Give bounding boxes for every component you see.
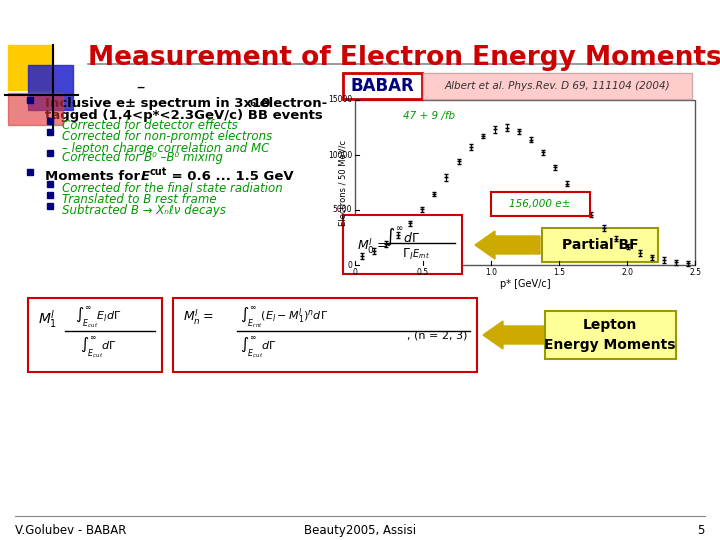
Text: $\int_{}^{\infty} d\Gamma$: $\int_{}^{\infty} d\Gamma$ [385, 225, 420, 247]
FancyBboxPatch shape [491, 192, 590, 215]
Text: Partial BF: Partial BF [562, 238, 639, 252]
Text: 0: 0 [353, 268, 357, 277]
Text: E: E [141, 170, 150, 183]
Text: Measurement of Electron Energy Moments: Measurement of Electron Energy Moments [88, 45, 720, 71]
FancyBboxPatch shape [343, 215, 462, 274]
Text: $\int_{E_{cut}}^{\infty} d\Gamma$: $\int_{E_{cut}}^{\infty} d\Gamma$ [240, 335, 277, 360]
FancyBboxPatch shape [343, 73, 422, 99]
FancyArrow shape [483, 321, 548, 349]
Text: 47 + 9 /fb: 47 + 9 /fb [402, 111, 455, 122]
FancyBboxPatch shape [28, 298, 162, 372]
Text: p* [GeV/c]: p* [GeV/c] [500, 279, 550, 289]
Text: Corrected for non-prompt electrons: Corrected for non-prompt electrons [62, 130, 272, 143]
Text: Beauty2005, Assisi: Beauty2005, Assisi [304, 524, 416, 537]
Text: 2.5: 2.5 [689, 268, 701, 277]
Text: 1.0: 1.0 [485, 268, 497, 277]
Text: $\int_{E_{rnt}}^{\infty} (E_l - M_1^l)^n d\Gamma$: $\int_{E_{rnt}}^{\infty} (E_l - M_1^l)^n… [240, 305, 328, 330]
Text: $M_n^{l} =$: $M_n^{l} =$ [183, 308, 213, 327]
Text: $M_0^l =$: $M_0^l =$ [357, 237, 387, 256]
Bar [355, 100, 695, 265]
Text: $\int_{E_{cut}}^{\infty} E_l d\Gamma$: $\int_{E_{cut}}^{\infty} E_l d\Gamma$ [75, 305, 122, 330]
Text: 5000: 5000 [333, 206, 352, 214]
Text: Translated to B rest frame: Translated to B rest frame [62, 193, 217, 206]
Text: –: – [136, 78, 144, 96]
FancyBboxPatch shape [545, 311, 676, 359]
Text: Subtracted B → Xₙℓν decays: Subtracted B → Xₙℓν decays [62, 204, 226, 217]
Text: 1.5: 1.5 [553, 268, 565, 277]
Text: 0.5: 0.5 [417, 268, 429, 277]
Text: $E_{rnt}$: $E_{rnt}$ [413, 247, 431, 261]
Text: BABAR: BABAR [350, 77, 414, 95]
FancyArrow shape [475, 231, 540, 259]
Text: Lepton
Energy Moments: Lepton Energy Moments [544, 318, 676, 352]
Text: tagged (1.4<p*<2.3GeV/c) BB events: tagged (1.4<p*<2.3GeV/c) BB events [45, 109, 323, 122]
Text: V.Golubev - BABAR: V.Golubev - BABAR [15, 524, 127, 537]
Text: 0: 0 [347, 260, 352, 269]
Bar [8, 93, 63, 125]
Text: $\int_{E_{cut}}^{\infty} d\Gamma$: $\int_{E_{cut}}^{\infty} d\Gamma$ [80, 335, 117, 360]
FancyBboxPatch shape [173, 298, 477, 372]
Text: 2.0: 2.0 [621, 268, 633, 277]
Text: Corrected for B⁰ –B⁰ mixing: Corrected for B⁰ –B⁰ mixing [62, 151, 223, 164]
FancyBboxPatch shape [423, 73, 692, 99]
Text: Inclusive e± spectrum in 3x10: Inclusive e± spectrum in 3x10 [45, 97, 271, 110]
Text: 6: 6 [249, 99, 256, 108]
Text: – lepton charge correlation and MC: – lepton charge correlation and MC [62, 142, 269, 155]
Text: 156,000 e±: 156,000 e± [509, 199, 570, 208]
Text: $M_1^l$: $M_1^l$ [38, 308, 57, 330]
Text: Albert et al. Phys.Rev. D 69, 111104 (2004): Albert et al. Phys.Rev. D 69, 111104 (20… [444, 81, 670, 91]
FancyBboxPatch shape [542, 228, 658, 262]
Text: 10000: 10000 [328, 151, 352, 159]
Text: 5: 5 [698, 524, 705, 537]
Text: electron-: electron- [255, 97, 328, 110]
Text: Corrected for detector effects: Corrected for detector effects [62, 119, 238, 132]
Text: 15000: 15000 [328, 96, 352, 105]
Text: cut: cut [150, 167, 167, 177]
Text: Electrons / 50 MeV/c: Electrons / 50 MeV/c [338, 139, 347, 226]
Bar [28, 65, 73, 110]
Text: $\Gamma_l$: $\Gamma_l$ [402, 247, 413, 262]
Text: Moments for: Moments for [45, 170, 145, 183]
Text: Corrected for the final state radiation: Corrected for the final state radiation [62, 182, 283, 195]
Text: , (n = 2, 3): , (n = 2, 3) [407, 331, 467, 341]
Text: = 0.6 ... 1.5 GeV: = 0.6 ... 1.5 GeV [167, 170, 294, 183]
Bar [8, 45, 53, 90]
